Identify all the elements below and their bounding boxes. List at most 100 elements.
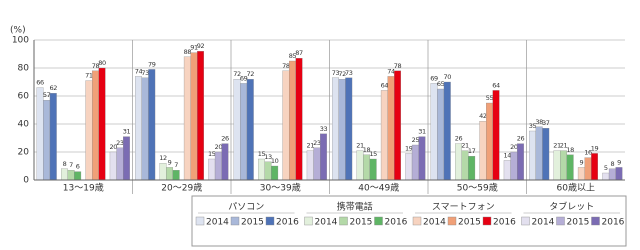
y-axis-label: (%) — [10, 26, 26, 36]
bar — [74, 171, 82, 181]
x-tick-label: 50～59歳 — [457, 182, 498, 194]
value-label: 7 — [69, 161, 73, 169]
value-label: 88 — [184, 48, 192, 56]
value-label: 64 — [381, 81, 389, 89]
legend-swatch — [482, 216, 492, 226]
legend-label: 2014 — [315, 218, 338, 228]
bar — [577, 167, 585, 181]
bar — [380, 90, 388, 181]
bar — [123, 136, 130, 181]
legend-swatch — [412, 216, 422, 226]
value-label: 25 — [412, 136, 420, 144]
bar — [387, 76, 395, 181]
bar — [141, 77, 149, 181]
value-label: 21 — [560, 142, 568, 150]
legend-label: 2014 — [423, 218, 446, 228]
bar — [98, 67, 106, 181]
value-label: 21 — [461, 142, 469, 150]
value-label: 78 — [92, 62, 100, 70]
bar — [591, 153, 598, 181]
legend-swatch — [230, 216, 240, 226]
value-label: 18 — [363, 146, 371, 154]
value-label: 21 — [553, 142, 561, 150]
bar — [288, 60, 296, 181]
value-label: 66 — [36, 79, 44, 87]
value-label: 38 — [535, 118, 543, 126]
value-label: 57 — [43, 91, 51, 99]
bar — [271, 165, 279, 181]
bar — [479, 121, 487, 181]
bar — [492, 90, 500, 181]
legend-swatch — [304, 216, 313, 226]
bar — [214, 151, 222, 181]
value-label: 8 — [610, 160, 614, 168]
bar — [615, 167, 623, 181]
legend-swatch — [339, 216, 348, 226]
bar — [148, 69, 156, 181]
value-label: 21 — [307, 142, 315, 150]
value-label: 37 — [542, 119, 550, 127]
value-label: 87 — [295, 49, 303, 57]
x-tick-label: 20～29歳 — [161, 182, 202, 194]
legend-group: スマートフォン — [432, 203, 495, 213]
legend-swatch — [556, 216, 565, 226]
bar — [602, 172, 610, 181]
bar — [208, 158, 216, 181]
bar — [116, 147, 124, 181]
value-label: 9 — [617, 158, 621, 166]
bar — [221, 143, 229, 181]
legend-label: 2016 — [602, 218, 625, 228]
bar — [295, 58, 303, 181]
value-label: 78 — [394, 62, 402, 70]
value-label: 23 — [116, 139, 124, 147]
value-label: 19 — [591, 144, 599, 152]
bar — [190, 52, 198, 181]
value-label: 65 — [437, 80, 445, 88]
bar — [240, 83, 248, 181]
value-label: 8 — [63, 160, 67, 168]
value-label: 70 — [444, 73, 452, 81]
value-label: 74 — [387, 67, 395, 75]
value-label: 79 — [148, 60, 156, 68]
bar — [135, 76, 142, 181]
legend-swatch — [265, 216, 275, 226]
y-tick-label: 20 — [18, 148, 30, 158]
bar — [411, 144, 419, 181]
bar — [535, 126, 543, 181]
bar — [560, 150, 567, 181]
legend-swatch — [195, 216, 205, 226]
value-label: 15 — [258, 150, 266, 158]
value-label: 73 — [332, 69, 340, 77]
bar — [36, 87, 44, 181]
legend-group: パソコン — [228, 202, 264, 213]
value-label: 15 — [369, 150, 377, 158]
value-label: 91 — [190, 44, 198, 52]
value-label: 31 — [418, 128, 426, 136]
value-label: 20 — [215, 143, 223, 151]
bar — [319, 133, 327, 181]
value-label: 42 — [479, 112, 487, 120]
value-label: 21 — [356, 142, 364, 150]
bar — [418, 136, 426, 181]
bar — [345, 77, 353, 181]
bar — [109, 151, 117, 181]
bar — [437, 88, 445, 181]
value-label: 72 — [338, 70, 346, 78]
value-label: 74 — [135, 67, 143, 75]
bar — [542, 128, 550, 181]
value-label: 14 — [504, 151, 512, 159]
bar — [566, 154, 574, 181]
legend-swatch — [521, 216, 530, 226]
legend-label: 2016 — [276, 218, 299, 228]
legend-swatch — [591, 216, 600, 226]
value-label: 69 — [430, 74, 438, 82]
y-tick-label: 0 — [23, 176, 29, 186]
bar — [159, 163, 167, 181]
y-tick-label: 80 — [18, 64, 30, 74]
value-label: 73 — [141, 69, 149, 77]
value-label: 64 — [492, 81, 500, 89]
value-label: 16 — [584, 149, 592, 157]
bar — [517, 143, 524, 181]
bar — [405, 153, 413, 181]
x-tick-label: 60歳以上 — [557, 182, 595, 194]
